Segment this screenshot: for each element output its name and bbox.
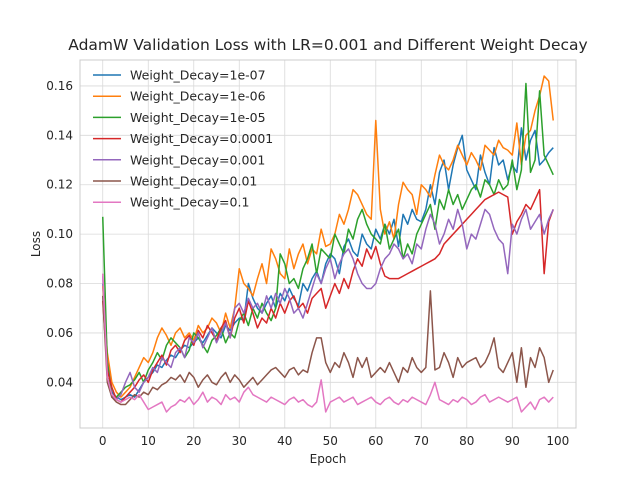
y-tick-label: 0.06 (46, 326, 73, 340)
chart-title: AdamW Validation Loss with LR=0.001 and … (68, 36, 587, 54)
x-axis-ticks: 0 10 20 30 40 50 60 70 80 90 100 (99, 434, 569, 448)
legend-label: Weight_Decay=0.1 (130, 195, 249, 210)
plot-frame (79, 59, 577, 429)
y-tick-label: 0.12 (46, 178, 73, 192)
y-axis-label: Loss (29, 231, 43, 257)
x-tick-label: 30 (232, 434, 247, 448)
x-tick-label: 10 (141, 434, 156, 448)
y-tick-label: 0.10 (46, 227, 73, 241)
series-line-1 (102, 75, 554, 398)
series-layer (102, 75, 554, 413)
x-axis-label: Epoch (310, 452, 347, 466)
x-tick-label: 0 (99, 434, 107, 448)
legend-label: Weight_Decay=1e-07 (130, 68, 266, 83)
x-tick-label: 80 (459, 434, 474, 448)
legend-label: Weight_Decay=1e-06 (130, 89, 266, 104)
x-tick-label: 90 (505, 434, 520, 448)
x-tick-label: 20 (186, 434, 201, 448)
x-tick-label: 40 (277, 434, 292, 448)
x-tick-label: 50 (323, 434, 338, 448)
x-tick-label: 100 (546, 434, 569, 448)
legend-label: Weight_Decay=0.001 (130, 152, 265, 167)
y-tick-label: 0.16 (46, 79, 73, 93)
grid (80, 60, 576, 428)
legend-label: Weight_Decay=0.01 (130, 174, 257, 189)
y-axis-ticks: 0.04 0.06 0.08 0.10 0.12 0.14 0.16 (46, 79, 73, 389)
x-tick-label: 60 (368, 434, 383, 448)
y-tick-label: 0.14 (46, 128, 73, 142)
series-line-0 (102, 127, 554, 401)
series-line-3 (102, 188, 554, 403)
y-tick-label: 0.08 (46, 277, 73, 291)
series-line-2 (102, 82, 554, 398)
x-tick-label: 70 (414, 434, 429, 448)
y-tick-label: 0.04 (46, 375, 73, 389)
axes-border (79, 59, 577, 429)
series-line-5 (102, 290, 554, 406)
legend: Weight_Decay=1e-07 Weight_Decay=1e-06 Weig… (93, 68, 273, 210)
series-line-4 (102, 208, 554, 401)
series-line-6 (102, 273, 554, 413)
legend-label: Weight_Decay=1e-05 (130, 110, 266, 125)
legend-label: Weight_Decay=0.0001 (130, 131, 273, 146)
